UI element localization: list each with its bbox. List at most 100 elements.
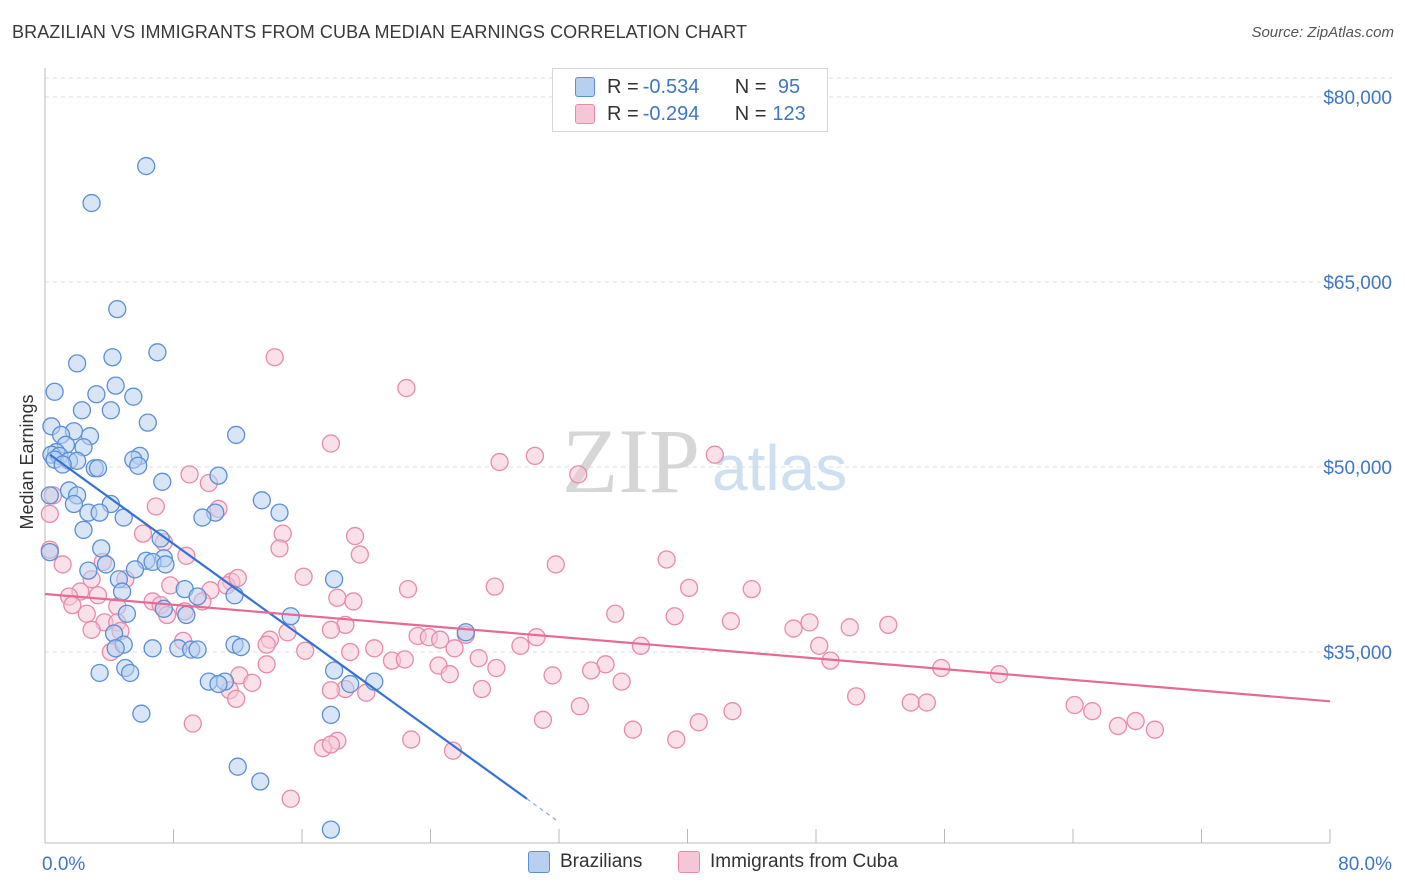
cuba-point: [183, 714, 202, 733]
cuba-point: [180, 465, 199, 484]
y-tick-label: $65,000: [1323, 273, 1392, 294]
cuba-point: [569, 465, 588, 484]
bottom-legend-cuba: Immigrants from Cuba: [678, 851, 898, 873]
cuba-point: [485, 577, 504, 596]
cuba-point: [784, 619, 803, 638]
cuba-point: [177, 546, 196, 565]
brazilian-point: [281, 607, 300, 626]
x-tick-label-max: 80.0%: [1338, 854, 1392, 875]
cuba-point: [265, 348, 284, 367]
brazilian-point: [90, 503, 109, 522]
brazilian-point: [226, 425, 246, 445]
brazilian-point: [156, 555, 175, 574]
brazilian-point: [45, 382, 64, 401]
brazilian-point: [96, 555, 116, 574]
brazilian-point: [151, 529, 170, 548]
brazilian-point: [153, 472, 172, 491]
cuba-point: [395, 650, 414, 669]
trend-line-cuba: [44, 592, 1331, 703]
cuba-point: [1083, 702, 1102, 721]
cuba-point: [321, 681, 341, 700]
brazilian-point: [67, 354, 87, 373]
bottom-legend-brazilians: Brazilians: [528, 851, 642, 873]
cuba-point: [1065, 695, 1084, 715]
chart-title: BRAZILIAN VS IMMIGRANTS FROM CUBA MEDIAN…: [12, 22, 748, 42]
brazilian-point: [112, 582, 132, 601]
brazilian-point: [74, 520, 93, 540]
cuba-point: [742, 579, 761, 599]
y-tick-label: $35,000: [1323, 643, 1392, 664]
brazilian-point: [231, 637, 251, 657]
cuba-point: [679, 578, 699, 598]
brazilian-point: [188, 640, 207, 659]
cuba-point: [88, 586, 108, 605]
brazilian-point: [209, 466, 228, 485]
source-label: Source: ZipAtlas.com: [1251, 24, 1394, 41]
cuba-point: [328, 588, 347, 607]
cuba-point: [901, 693, 920, 712]
legend-swatch-pink: [575, 104, 595, 124]
y-axis-label: Median Earnings: [17, 394, 37, 529]
x-tick-label-min: 0.0%: [42, 854, 85, 875]
tick-labels: $35,000 $50,000 $65,000 $80,000 0.0% 80.0%: [42, 88, 1392, 875]
legend-row-brazilians: R = -0.534 N = 95: [575, 74, 800, 100]
cuba-point: [1108, 716, 1128, 736]
cuba-point: [53, 555, 72, 574]
brazilian-point: [106, 639, 125, 658]
cuba-point: [665, 607, 684, 626]
brazilian-point: [125, 560, 145, 579]
bottom-legend-label-cuba: Immigrants from Cuba: [710, 851, 898, 872]
cuba-point: [398, 579, 418, 599]
brazilian-point: [117, 604, 137, 623]
cuba-point: [344, 592, 363, 611]
brazilian-point: [40, 486, 59, 505]
brazilian-point: [341, 674, 360, 694]
brazilian-point: [87, 385, 106, 404]
y-tick-label: $50,000: [1323, 458, 1392, 479]
cuba-point: [472, 679, 492, 699]
watermark-atlas: atlas: [712, 432, 847, 504]
brazilian-point: [72, 401, 92, 420]
legend-n-label: N =: [734, 75, 767, 98]
cuba-point: [527, 628, 546, 647]
brazilian-point: [148, 343, 167, 362]
brazilian-point: [120, 663, 140, 683]
cuba-point: [705, 445, 724, 464]
cuba-point: [430, 630, 450, 649]
legend-r-label: R =: [607, 102, 639, 125]
cuba-point: [810, 636, 829, 655]
brazilian-point: [321, 705, 341, 725]
cuba-point: [847, 687, 866, 706]
cuba-point: [228, 568, 247, 588]
bottom-legend-label-brazilians: Brazilians: [560, 851, 643, 872]
cuba-point: [525, 446, 545, 466]
cuba-point: [723, 702, 742, 721]
legend-r-value: -0.534: [642, 75, 700, 98]
cuba-point: [533, 710, 553, 729]
cuba-point: [469, 649, 488, 668]
legend-row-cuba: R = -0.294 N = 123: [575, 101, 806, 127]
cuba-point: [631, 636, 651, 655]
bottom-legend-swatch-pink: [678, 851, 700, 873]
cuba-point: [273, 524, 292, 543]
cuba-point: [294, 567, 313, 586]
trend-line-brazilians-extension: [526, 798, 560, 823]
legend-n-label: N =: [734, 102, 767, 125]
cuba-point: [296, 641, 315, 660]
brazilian-point: [101, 401, 121, 420]
brazilian-point: [108, 299, 127, 319]
brazilian-point: [228, 757, 247, 776]
trend-line-brazilians: [49, 453, 528, 800]
cuba-point: [570, 697, 590, 716]
legend-n-value: 123: [772, 102, 806, 125]
brazilian-point: [106, 376, 125, 395]
cuba-point: [543, 666, 562, 685]
cuba-point: [1145, 720, 1165, 739]
cuba-point: [511, 636, 530, 655]
brazilian-point: [209, 674, 228, 694]
cuba-point: [445, 639, 464, 658]
cuba-point: [397, 378, 416, 398]
brazilian-point: [138, 413, 157, 432]
cuba-point: [321, 735, 341, 754]
